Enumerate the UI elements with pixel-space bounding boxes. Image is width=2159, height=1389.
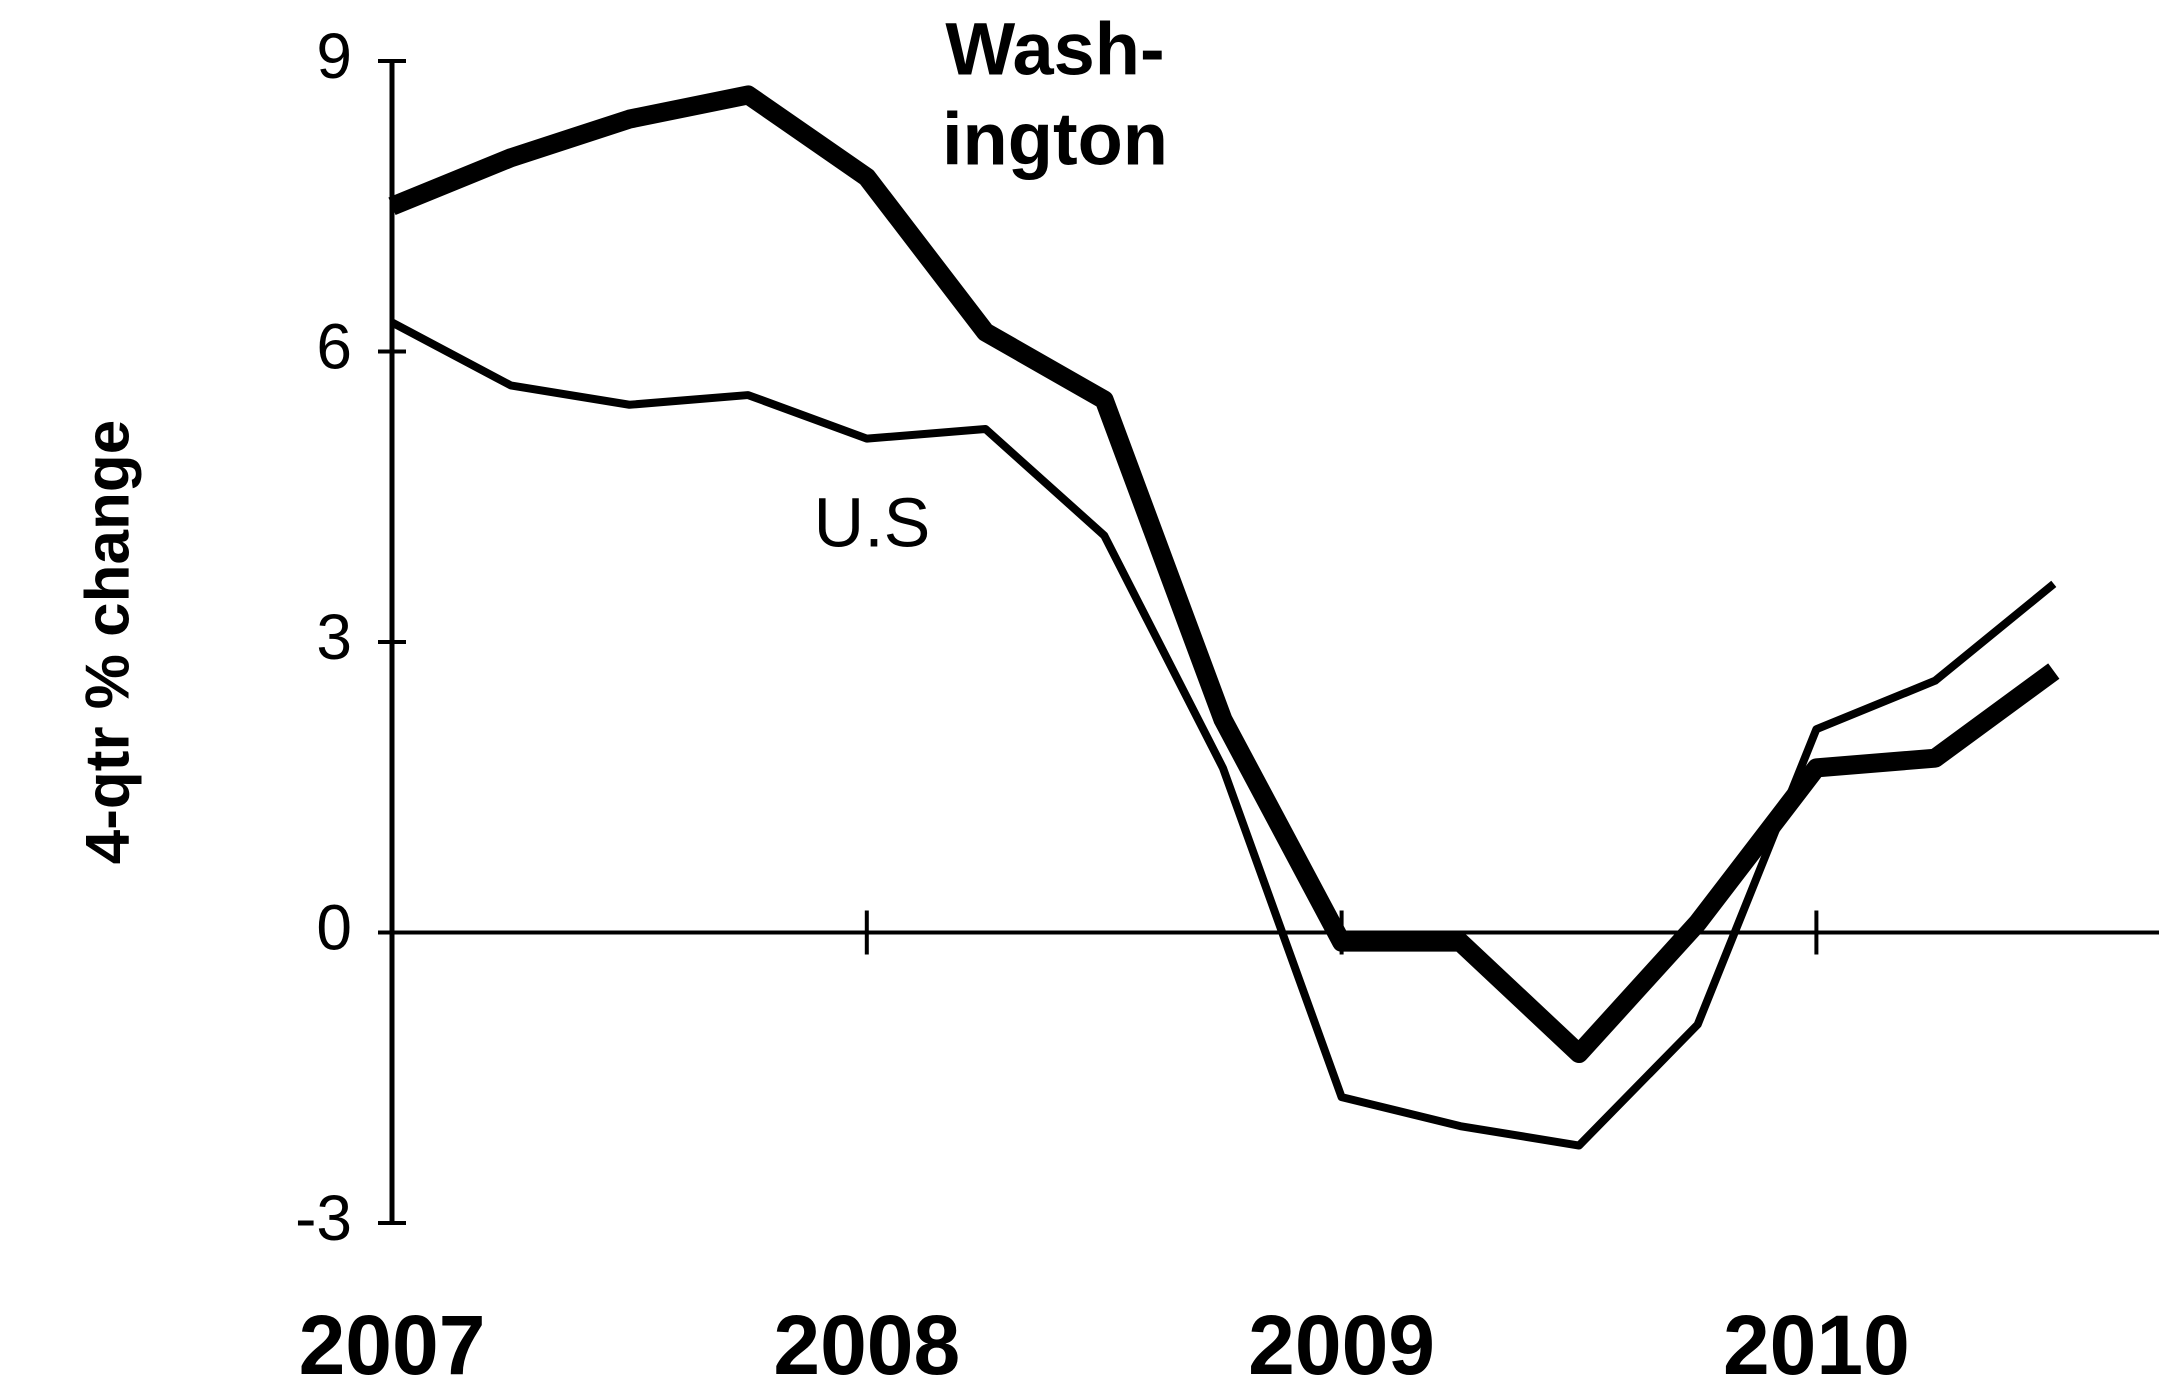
y-tick-label: 6	[316, 310, 352, 382]
x-tick-label: 2008	[773, 1298, 960, 1389]
series-label: Wash-	[945, 8, 1164, 91]
y-tick-label: -3	[295, 1182, 352, 1254]
y-axis-label: 4-qtr % change	[73, 420, 142, 864]
y-tick-label: 0	[316, 891, 352, 963]
x-tick-label: 2009	[1248, 1298, 1435, 1389]
y-tick-label: 9	[316, 20, 352, 92]
x-tick-label: 2010	[1723, 1298, 1910, 1389]
x-tick-label: 2007	[299, 1298, 486, 1389]
series-label: ington	[942, 98, 1168, 181]
y-tick-label: 3	[316, 601, 352, 673]
series-label: U.S	[814, 483, 931, 561]
series-line	[390, 318, 2057, 1150]
series-line	[388, 85, 2060, 1064]
